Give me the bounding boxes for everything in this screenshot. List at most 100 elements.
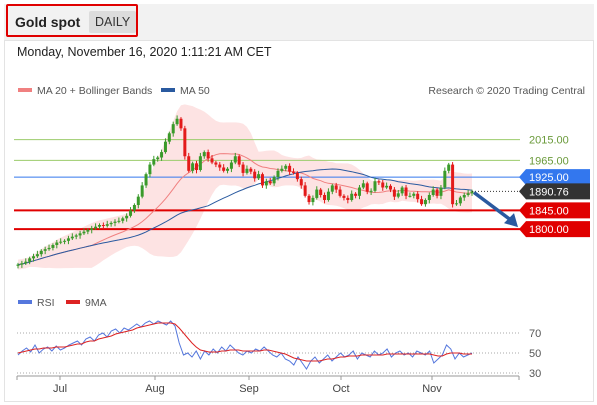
- candle-body: [136, 196, 140, 205]
- rsi-tick-30: 30: [529, 368, 541, 380]
- level-tag-1845.00: [519, 202, 590, 219]
- candle-body: [381, 182, 385, 188]
- candle-body: [218, 164, 222, 168]
- instrument-title: Gold spot: [15, 14, 81, 30]
- last-price-text: 1890.76: [529, 186, 569, 198]
- candle-body: [245, 168, 249, 173]
- candle-body: [194, 163, 198, 170]
- candle-body: [32, 256, 36, 259]
- candle-body: [416, 193, 420, 200]
- candle-body: [152, 159, 156, 165]
- candle-body: [101, 225, 105, 226]
- candle-body: [315, 189, 319, 198]
- candle-body: [105, 224, 109, 226]
- candle-body: [28, 258, 32, 262]
- level-tag-1800.00: [519, 221, 590, 238]
- candle-body: [241, 164, 245, 173]
- candle-body: [369, 190, 373, 192]
- candle-body: [187, 156, 191, 171]
- ma50-legend-label: MA 50: [180, 85, 210, 97]
- candle-body: [125, 215, 129, 219]
- title-highlight-box: [6, 4, 138, 37]
- candle-body: [431, 189, 435, 195]
- bollinger-band-fill: [18, 104, 472, 270]
- candle-body: [144, 174, 148, 186]
- candle-body: [357, 187, 361, 196]
- candle-body: [396, 193, 400, 197]
- rsi-ma-legend-label: 9MA: [85, 297, 107, 309]
- level-tag-text-1925.00: 1925.00: [529, 172, 569, 184]
- candle-body: [354, 193, 358, 196]
- level-label-2015.00: 2015.00: [529, 135, 569, 147]
- candle-body: [350, 193, 354, 200]
- candle-body: [330, 185, 334, 192]
- candle-body: [90, 228, 94, 230]
- candle-body: [458, 197, 462, 204]
- x-tick-Oct: Oct: [332, 383, 349, 395]
- candle-body: [20, 263, 24, 265]
- candlesticks: [16, 115, 474, 269]
- candle-body: [299, 179, 303, 186]
- rsi-ma-legend-swatch: [66, 300, 80, 304]
- forecast-arrow-head: [504, 213, 518, 228]
- candle-body: [295, 172, 299, 180]
- candle-body: [253, 171, 257, 179]
- candle-body: [175, 118, 179, 125]
- candle-body: [284, 165, 288, 169]
- candle-body: [400, 187, 404, 194]
- ma50-line: [17, 168, 473, 266]
- candle-body: [365, 183, 369, 192]
- candle-body: [466, 193, 470, 195]
- level-tag-text-1845.00: 1845.00: [529, 205, 569, 217]
- candle-body: [326, 191, 330, 200]
- candle-body: [35, 254, 39, 257]
- last-price-tag: [519, 183, 590, 200]
- candle-body: [435, 189, 439, 196]
- candle-body: [264, 181, 268, 186]
- ma50-legend-swatch: [161, 88, 175, 92]
- candle-body: [16, 264, 20, 266]
- x-tick-Jul: Jul: [53, 383, 67, 395]
- candle-body: [86, 230, 90, 232]
- bollinger-legend-label: MA 20 + Bollinger Bands: [37, 85, 152, 97]
- candle-body: [140, 185, 144, 197]
- candle-body: [319, 189, 323, 195]
- candle-body: [237, 156, 241, 165]
- timeframe-badge[interactable]: DAILY: [89, 11, 137, 33]
- candle-body: [63, 240, 67, 242]
- rsi-ma-line: [17, 322, 472, 362]
- candle-body: [121, 218, 125, 221]
- candle-body: [338, 189, 342, 196]
- candle-body: [276, 170, 280, 178]
- rsi-tick-50: 50: [529, 348, 541, 360]
- rsi-tick-70: 70: [529, 328, 541, 340]
- moving-averages: [17, 153, 473, 266]
- candle-body: [249, 168, 253, 172]
- candle-body: [179, 118, 183, 129]
- candle-body: [202, 152, 206, 157]
- candle-body: [66, 238, 70, 241]
- candle-body: [404, 187, 408, 196]
- level-tag-text-1800.00: 1800.00: [529, 224, 569, 236]
- candle-body: [260, 174, 264, 186]
- rsi-legend-swatch: [18, 300, 32, 304]
- rsi-panel: 70 50 30: [17, 320, 541, 380]
- level-tag-1925.00: [519, 169, 590, 186]
- candle-body: [408, 195, 412, 197]
- candle-body: [109, 222, 113, 225]
- time-axis-ticks: Jul Aug Sep Oct Nov: [16, 376, 520, 395]
- candle-body: [43, 249, 47, 251]
- candle-body: [171, 124, 175, 134]
- candle-body: [160, 152, 164, 158]
- candle-body: [462, 195, 466, 198]
- candle-body: [47, 247, 51, 250]
- candle-body: [78, 233, 82, 236]
- candle-body: [222, 167, 226, 171]
- candle-body: [59, 241, 63, 243]
- candle-body: [129, 210, 133, 216]
- candle-body: [470, 191, 474, 194]
- candle-body: [439, 187, 443, 196]
- level-tags: 2015.00 1965.00 1925.00 1845.00 1800.00 1890.…: [472, 135, 590, 238]
- candle-body: [206, 152, 210, 159]
- candle-body: [51, 245, 55, 248]
